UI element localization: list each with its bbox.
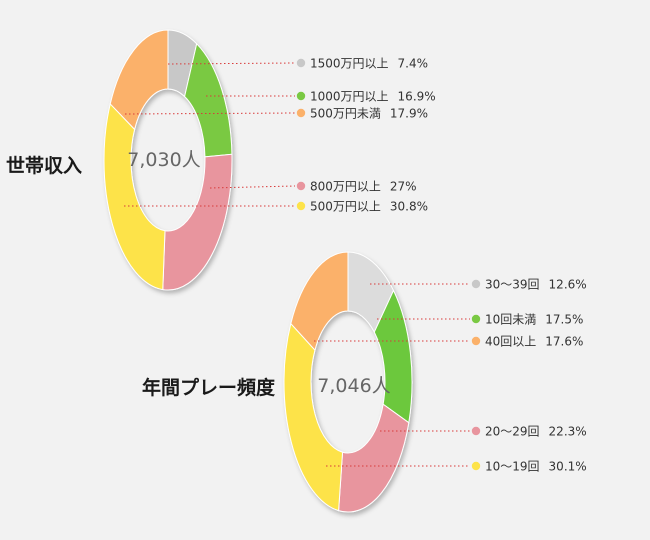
chart-title: 世帯収入 bbox=[6, 154, 82, 177]
legend-swatch bbox=[471, 279, 481, 289]
center-total-label: 7,046人 bbox=[317, 375, 390, 397]
donut-slice bbox=[338, 403, 410, 513]
donut-slice bbox=[103, 102, 166, 291]
legend-swatch bbox=[296, 108, 306, 118]
legend-swatch bbox=[471, 336, 481, 346]
legend: 1500万円以上 7.4% 1000万円以上 16.9% 500万円未満 17.9% 800… bbox=[124, 57, 436, 214]
legend-label: 40回以上 17.6% bbox=[485, 335, 583, 349]
donut-slice bbox=[109, 29, 169, 131]
legend-label: 10回未満 17.5% bbox=[485, 313, 583, 327]
chart-annual-play-frequency: 年間プレー頻度 7,046人 30〜39回 12.6% 10回未満 17.5% 40回以… bbox=[142, 251, 587, 513]
legend-swatch bbox=[296, 91, 306, 101]
legend-swatch bbox=[296, 201, 306, 211]
chart-title: 年間プレー頻度 bbox=[142, 376, 276, 399]
legend-swatch bbox=[471, 461, 481, 471]
legend-label: 20〜29回 22.3% bbox=[485, 425, 587, 439]
center-total-label: 7,030人 bbox=[127, 149, 200, 171]
leader-line bbox=[124, 112, 296, 115]
chart-household-income: 世帯収入 7,030人 1500万円以上 7.4% 1000万円以上 16.9% 500… bbox=[6, 29, 436, 291]
legend-label: 1000万円以上 16.9% bbox=[310, 90, 436, 104]
legend-label: 30〜39回 12.6% bbox=[485, 278, 587, 292]
donut bbox=[283, 251, 413, 513]
legend-label: 1500万円以上 7.4% bbox=[310, 57, 428, 71]
legend-swatch bbox=[471, 314, 481, 324]
legend-swatch bbox=[471, 426, 481, 436]
legend-label: 500万円未満 17.9% bbox=[310, 107, 428, 121]
legend-label: 500万円以上 30.8% bbox=[310, 200, 428, 214]
donut-slice bbox=[283, 322, 344, 512]
leader-line bbox=[167, 62, 296, 65]
donut-slice bbox=[290, 251, 349, 352]
legend-swatch bbox=[296, 58, 306, 68]
legend-label: 800万円以上 27% bbox=[310, 180, 417, 194]
legend-swatch bbox=[296, 181, 306, 191]
legend: 30〜39回 12.6% 10回未満 17.5% 40回以上 17.6% 20〜29回 22.… bbox=[314, 278, 587, 474]
legend-label: 10〜19回 30.1% bbox=[485, 460, 587, 474]
donut-slice bbox=[162, 153, 233, 291]
